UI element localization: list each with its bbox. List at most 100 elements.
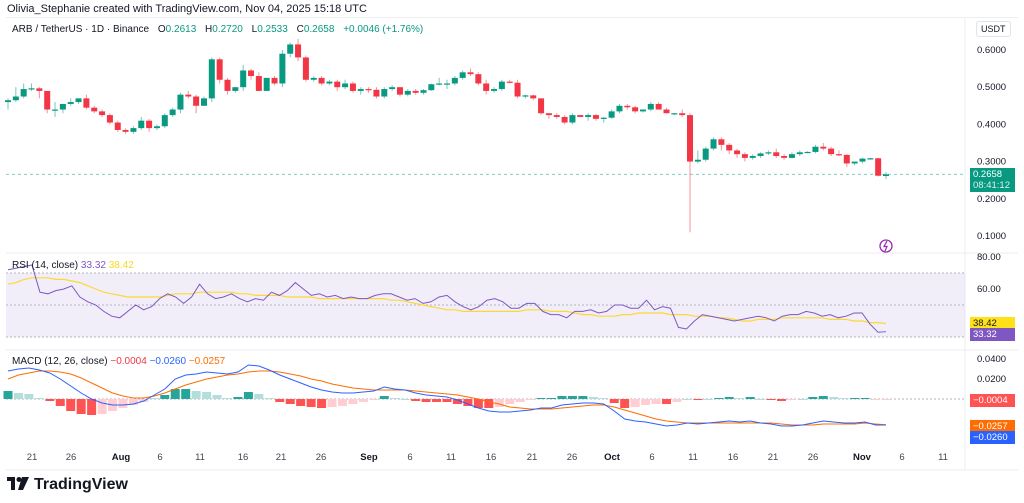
time-tick: Sep	[360, 452, 378, 463]
candle-body	[200, 98, 207, 106]
macd-histogram-bar	[776, 399, 786, 401]
macd-histogram-bar	[128, 399, 138, 405]
macd-histogram-bar	[390, 398, 400, 399]
time-tick: Aug	[112, 452, 131, 463]
candle-body	[67, 102, 74, 104]
time-tick: 6	[899, 452, 904, 463]
candle-body	[146, 120, 153, 129]
macd-histogram-bar	[348, 399, 358, 404]
macd-tick: 0.0400	[977, 354, 1006, 365]
candle-body	[373, 89, 380, 97]
candle-body	[600, 117, 607, 119]
candle-body	[287, 44, 294, 54]
macd-histogram-bar	[243, 392, 253, 399]
lightning-icon	[879, 239, 893, 253]
time-tick: 11	[938, 452, 948, 463]
candle-body	[781, 156, 788, 158]
candle-body	[726, 144, 733, 151]
macd-histogram-bar	[494, 399, 504, 407]
macd-histogram-bar	[505, 399, 515, 404]
candle-body	[577, 115, 584, 117]
macd-histogram-bar	[87, 399, 97, 415]
time-tick: Nov	[853, 452, 872, 463]
candle-body	[310, 77, 317, 80]
macd-histogram-bar	[557, 396, 567, 399]
rsi-tick: 80.00	[977, 252, 1001, 263]
macd-histogram-bar	[191, 391, 201, 399]
macd-histogram-bar	[567, 396, 577, 399]
rsi-ma-tag: 38.42	[970, 317, 1015, 330]
candle-body	[106, 115, 113, 123]
candle-body	[208, 59, 215, 99]
candle-body	[757, 153, 764, 157]
candle-body	[52, 109, 59, 111]
rsi-line	[7, 264, 887, 333]
candle-body	[796, 152, 803, 155]
macd-histogram-bar	[76, 399, 86, 414]
price-tick: 0.3000	[977, 157, 1006, 168]
last-price-tag: 0.2658 08:41:12	[970, 168, 1015, 192]
macd-histogram-bar	[630, 399, 640, 407]
candle-body	[240, 70, 247, 88]
candle-body	[883, 174, 889, 176]
time-tick: 11	[195, 452, 205, 463]
currency-button[interactable]: USDT	[976, 21, 1011, 37]
candle-body	[20, 89, 27, 97]
candle-body	[522, 95, 529, 97]
macd-histogram-bar	[850, 398, 860, 399]
candle-body	[514, 82, 521, 97]
tradingview-logo[interactable]: TradingView	[7, 476, 128, 494]
time-tick: 16	[486, 452, 497, 463]
macd-histogram-bar	[547, 398, 557, 399]
candle-body	[639, 109, 646, 112]
macd-histogram-bar	[13, 393, 23, 399]
candle-body	[169, 109, 176, 116]
price-tick: 0.2000	[977, 194, 1006, 205]
macd-tick: 0.0200	[977, 374, 1006, 385]
candle-body	[875, 158, 882, 176]
time-tick: 6	[157, 452, 162, 463]
candle-body	[506, 81, 513, 83]
candle-body	[122, 129, 129, 132]
macd-histogram-bar	[296, 399, 306, 406]
macd-histogram-bar	[515, 399, 525, 402]
last-price: 0.2658	[973, 169, 1003, 180]
candle-body	[302, 57, 309, 80]
candle-body	[632, 107, 639, 112]
candle-body	[804, 151, 811, 154]
candle-body	[851, 161, 858, 164]
macd-line-tag: −0.0260	[970, 431, 1015, 444]
macd-histogram-bar	[871, 399, 881, 400]
macd-histogram-bar	[442, 399, 452, 402]
candle-body	[498, 81, 505, 90]
candle-body	[545, 113, 552, 116]
time-tick: 26	[66, 452, 77, 463]
candle-body	[592, 115, 599, 119]
candle-body	[83, 98, 90, 108]
macd-hist-value: −0.0004	[110, 356, 147, 367]
candle-body	[318, 77, 325, 84]
macd-histogram-bar	[432, 399, 442, 402]
macd-histogram-bar	[818, 396, 828, 399]
macd-histogram-bar	[609, 399, 619, 403]
candle-body	[99, 111, 106, 116]
macd-histogram-bar	[735, 398, 745, 399]
macd-histogram-bar	[306, 399, 316, 407]
macd-histogram-bar	[693, 399, 703, 400]
macd-histogram-bar	[34, 398, 44, 399]
macd-line	[7, 364, 886, 427]
chart-frame[interactable]	[6, 17, 1018, 473]
time-tick: 21	[527, 452, 538, 463]
candle-body	[396, 87, 403, 95]
candle-body	[749, 156, 756, 158]
candle-body	[655, 103, 662, 110]
candle-body	[843, 154, 850, 164]
macd-histogram-bar	[400, 399, 410, 400]
candle-body	[616, 105, 623, 112]
candle-body	[216, 59, 223, 80]
macd-histogram-bar	[358, 399, 368, 402]
candle-body	[835, 154, 842, 156]
candle-body	[334, 81, 341, 88]
candle-body	[679, 113, 686, 116]
